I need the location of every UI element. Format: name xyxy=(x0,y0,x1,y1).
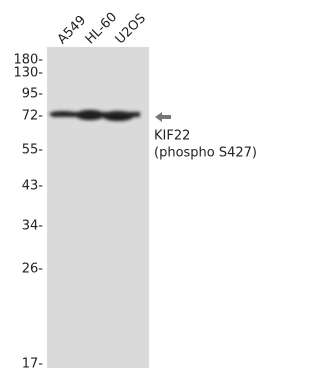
marker-label: 17- xyxy=(22,357,44,371)
marker-label: 26- xyxy=(22,262,44,277)
band-label: (phospho S427) xyxy=(154,146,257,161)
lane-label: U2OS xyxy=(113,11,149,47)
marker-label: 130- xyxy=(13,66,43,81)
band-arrow xyxy=(155,112,171,122)
lane-label: HL-60 xyxy=(83,10,120,47)
blot-membrane xyxy=(47,47,149,368)
band-label: KIF22 xyxy=(154,129,190,144)
marker-label: 55- xyxy=(22,143,44,158)
marker-label: 34- xyxy=(22,219,44,234)
lane-label: A549 xyxy=(55,13,89,47)
marker-label: 43- xyxy=(22,179,44,194)
marker-label: 72- xyxy=(22,109,44,124)
marker-label: 95- xyxy=(22,87,44,102)
